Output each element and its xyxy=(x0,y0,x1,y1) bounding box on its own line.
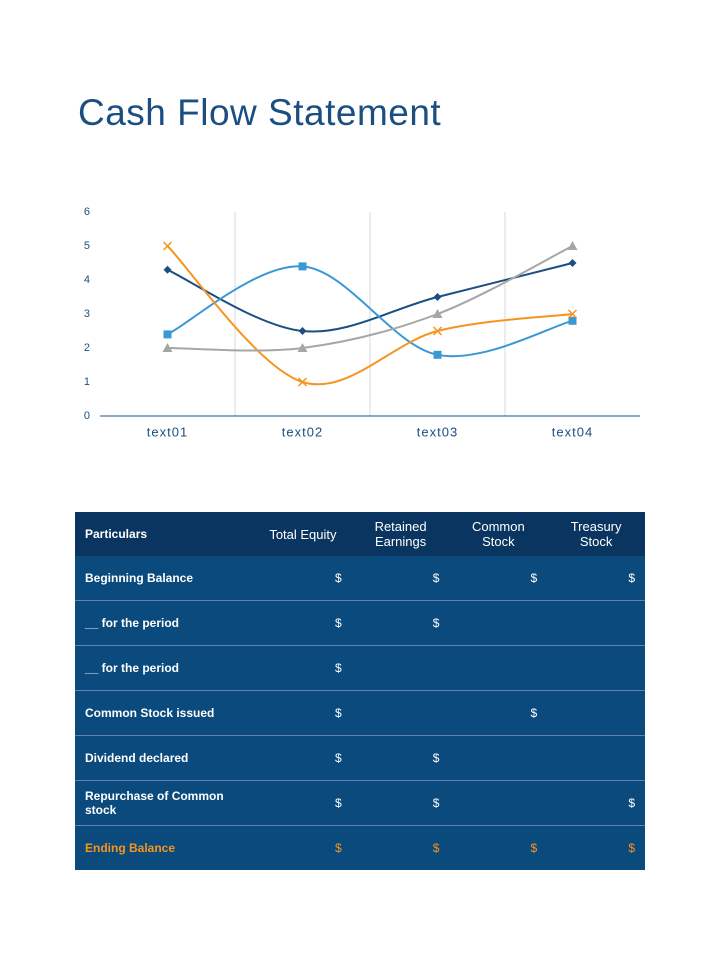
row-label: Common Stock issued xyxy=(75,690,255,736)
column-header: Common Stock xyxy=(449,512,548,556)
marker xyxy=(567,309,578,319)
table-row: Repurchase of Common stock $ $ $ xyxy=(75,780,645,826)
table-cell: $ xyxy=(335,841,342,855)
table-cell xyxy=(547,645,645,691)
table-row: Ending Balance $ $ $ $ xyxy=(75,826,645,871)
table-row: Common Stock issued $ $ xyxy=(75,690,645,736)
row-label: Repurchase of Common stock xyxy=(75,780,255,826)
marker xyxy=(567,241,578,250)
marker xyxy=(162,241,173,251)
table-cell: $ xyxy=(254,645,352,691)
table-cell: $ xyxy=(628,841,635,855)
table-cell xyxy=(351,645,450,691)
table-row: Dividend declared $ $ xyxy=(75,735,645,781)
chart: 0 1 2 3 4 5 6 text01 text02 text03 text04 xyxy=(84,206,640,439)
table-cell: $ xyxy=(351,735,450,781)
table-cell: $ xyxy=(432,841,440,855)
marker xyxy=(433,293,442,301)
column-header: Retained Earnings xyxy=(351,512,450,556)
x-tick-label: text02 xyxy=(282,424,323,439)
y-tick-label: 4 xyxy=(84,274,90,286)
row-label: __ for the period xyxy=(75,645,255,691)
series-line xyxy=(167,245,573,352)
table-cell xyxy=(547,735,645,781)
y-tick-label: 2 xyxy=(84,342,90,354)
y-tick-label: 1 xyxy=(84,376,90,388)
marker xyxy=(433,350,442,359)
y-tick-label: 6 xyxy=(84,206,90,218)
marker xyxy=(162,343,173,352)
marker xyxy=(568,259,577,267)
column-header: Total Equity xyxy=(254,512,352,556)
y-tick-label: 3 xyxy=(84,308,90,320)
statement-table: Particulars Total Equity Retained Earnings… xyxy=(75,512,645,870)
marker xyxy=(568,316,577,325)
marker xyxy=(297,377,308,387)
marker xyxy=(163,330,172,339)
row-label: Dividend declared xyxy=(75,735,255,781)
x-tick-label: text01 xyxy=(147,424,188,439)
table-cell xyxy=(351,690,450,736)
series-line xyxy=(167,265,573,358)
table-cell: $ xyxy=(449,556,548,601)
table-row: __ for the period $ xyxy=(75,645,645,691)
series-line xyxy=(166,245,573,386)
table-cell xyxy=(449,600,548,646)
x-tick-label: text03 xyxy=(417,424,458,439)
table-cell: $ xyxy=(351,780,450,826)
table-cell: $ xyxy=(254,690,352,736)
table-cell: $ xyxy=(530,841,538,855)
column-header: Particulars xyxy=(75,512,255,556)
marker xyxy=(432,326,443,336)
marker xyxy=(298,262,307,271)
table-row: Beginning Balance $ $ $ $ xyxy=(75,556,645,601)
table-cell xyxy=(547,600,645,646)
table-cell: $ xyxy=(254,735,352,781)
table-cell: $ xyxy=(449,690,548,736)
table-cell: $ xyxy=(351,556,450,601)
table-cell xyxy=(449,645,548,691)
marker xyxy=(298,327,307,335)
column-header: Treasury Stock xyxy=(547,512,645,556)
table-cell: $ xyxy=(254,556,352,601)
page-title: Cash Flow Statement xyxy=(78,92,442,133)
table-cell xyxy=(449,735,548,781)
row-label: Ending Balance xyxy=(85,841,176,855)
row-label: Beginning Balance xyxy=(75,556,255,601)
table-cell: $ xyxy=(254,600,352,646)
table-cell: $ xyxy=(254,780,352,826)
table-cell xyxy=(547,690,645,736)
x-tick-label: text04 xyxy=(552,424,593,439)
row-label: __ for the period xyxy=(75,600,255,646)
table-cell: $ xyxy=(547,556,645,601)
table-cell: $ xyxy=(351,600,450,646)
marker xyxy=(297,343,308,352)
marker xyxy=(163,265,172,274)
y-tick-label: 0 xyxy=(84,410,90,422)
table-row: __ for the period $ $ xyxy=(75,600,645,646)
table-cell: $ xyxy=(547,780,645,826)
table-cell xyxy=(449,780,548,826)
y-tick-label: 5 xyxy=(84,240,90,252)
marker xyxy=(432,309,443,318)
